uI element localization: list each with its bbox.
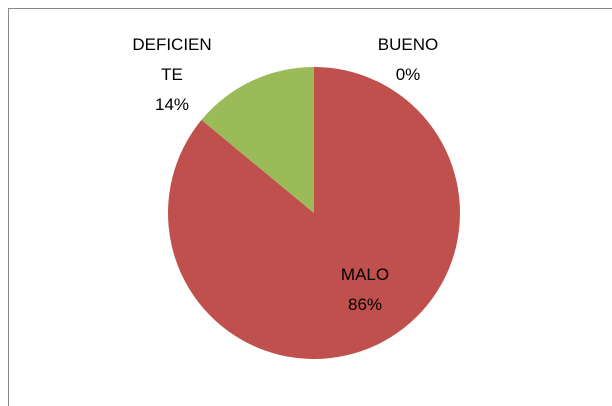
value-label: 0% [395,65,421,84]
value-label: 14% [154,95,190,114]
category-label: MALO [340,265,390,284]
category-label: DEFICIENTE [132,35,212,84]
pie-slice [201,67,314,213]
slice-label: BUENO 0% [366,30,450,90]
slice-label: DEFICIENTE 14% [130,30,214,120]
chart-frame [8,8,612,406]
value-label: 86% [347,295,383,314]
category-label: BUENO [377,35,439,54]
slice-label: MALO 86% [323,260,407,320]
